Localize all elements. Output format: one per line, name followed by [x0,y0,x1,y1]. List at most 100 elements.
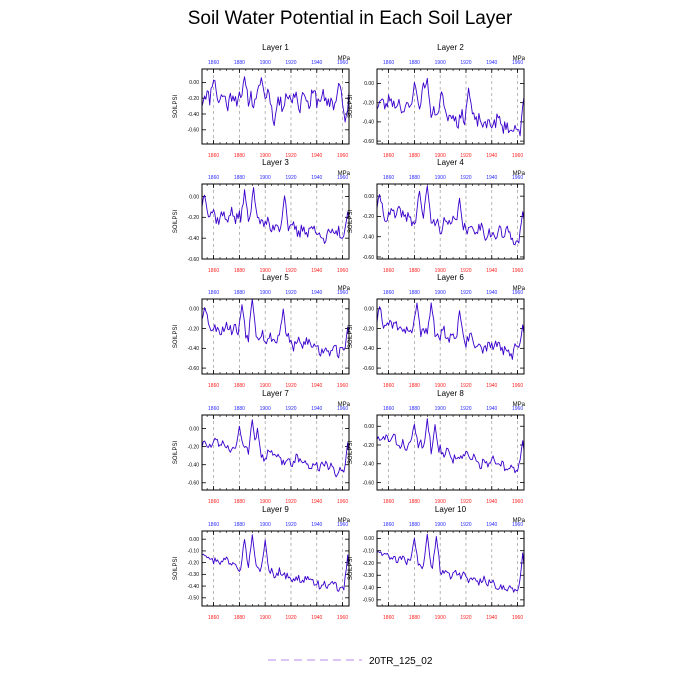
y-tick-label: 0.00 [364,194,374,200]
y-tick-label: 0.00 [189,80,199,86]
y-tick-label: -0.40 [363,585,375,591]
y-tick-label: -0.20 [188,560,200,566]
y-tick-label: -0.40 [363,346,375,352]
x-tick-label-bottom: 1860 [208,383,219,389]
x-tick-label-bottom: 1940 [311,615,322,621]
y-tick-label: -0.50 [188,596,200,602]
x-tick-label-top: 1860 [208,406,219,412]
y-axis-label: SOILPSI [348,209,354,233]
x-tick-label-bottom: 1920 [285,615,296,621]
x-tick-label-bottom: 1880 [234,153,245,159]
plot-frame [376,530,525,607]
y-tick-label: 0.00 [189,426,199,432]
x-tick-label-bottom: 1920 [285,268,296,274]
units-label: MPa [338,286,351,292]
y-axis-label: SOILPSI [348,94,354,118]
x-tick-label-bottom: 1900 [260,153,271,159]
series-line [376,302,525,360]
y-axis-label: SOILPSI [348,324,354,348]
x-tick-label-bottom: 1920 [460,499,471,505]
x-tick-label-top: 1920 [460,290,471,296]
panel-title: Layer 1 [262,43,289,52]
x-tick-label-top: 1860 [208,522,219,528]
x-tick-label-bottom: 1960 [337,499,348,505]
x-tick-label-bottom: 1960 [337,153,348,159]
y-tick-label: -0.30 [188,572,200,578]
plot-frame [376,298,525,375]
units-label: MPa [338,518,351,524]
x-tick-label-bottom: 1920 [460,615,471,621]
panel-7: Layer 7 MPa 1860 1860 1880 1880 1900 1900 1920 19… [173,389,351,505]
units-label: MPa [513,402,526,408]
x-tick-label-top: 1940 [311,60,322,66]
plot-frame [376,68,525,145]
x-tick-label-top: 1900 [260,522,271,528]
plot-frame [201,68,350,145]
panel-9: Layer 9 MPa 1860 1860 1880 1880 1900 1900 1920 19… [173,505,351,621]
y-tick-label: 0.00 [189,307,199,313]
y-tick-label: -0.60 [363,480,375,486]
x-tick-label-top: 1880 [234,175,245,181]
x-tick-label-top: 1880 [234,60,245,66]
y-tick-label: -0.40 [363,462,375,468]
x-tick-label-top: 1900 [260,175,271,181]
x-tick-label-bottom: 1960 [512,499,523,505]
x-tick-label-top: 1900 [435,290,446,296]
x-tick-label-bottom: 1920 [460,383,471,389]
x-tick-label-bottom: 1940 [311,499,322,505]
y-axis-label: SOILPSI [173,209,179,233]
x-tick-label-bottom: 1920 [460,268,471,274]
x-tick-label-top: 1960 [512,290,523,296]
x-tick-label-top: 1920 [460,522,471,528]
x-tick-label-top: 1860 [383,406,394,412]
units-label: MPa [513,518,526,524]
x-tick-label-top: 1920 [285,406,296,412]
x-tick-label-top: 1880 [409,175,420,181]
x-tick-label-bottom: 1900 [260,499,271,505]
x-tick-label-top: 1900 [435,175,446,181]
panel-3: Layer 3 MPa 1860 1860 1880 1880 1900 1900 1920 19… [173,158,351,274]
series-line [201,419,350,478]
x-tick-label-top: 1940 [311,175,322,181]
y-tick-label: 0.00 [189,537,199,543]
y-tick-label: -0.40 [363,120,375,126]
x-tick-label-top: 1860 [208,175,219,181]
series-line [201,187,350,244]
series-line [376,185,525,246]
x-tick-label-top: 1920 [285,175,296,181]
x-tick-label-top: 1920 [285,522,296,528]
x-tick-label-bottom: 1900 [260,383,271,389]
x-tick-label-bottom: 1920 [460,153,471,159]
units-label: MPa [338,171,351,177]
y-tick-label: -0.40 [188,462,200,468]
x-tick-label-bottom: 1940 [486,383,497,389]
x-tick-label-top: 1960 [337,290,348,296]
x-tick-label-top: 1940 [486,175,497,181]
units-label: MPa [513,56,526,62]
panel-title: Layer 3 [262,158,289,167]
x-tick-label-top: 1860 [383,522,394,528]
x-tick-label-top: 1900 [260,60,271,66]
x-tick-label-bottom: 1900 [435,499,446,505]
x-tick-label-bottom: 1900 [435,383,446,389]
y-tick-label: -0.40 [363,235,375,241]
x-tick-label-bottom: 1940 [311,268,322,274]
x-tick-label-top: 1960 [512,175,523,181]
x-tick-label-bottom: 1960 [337,268,348,274]
x-tick-label-bottom: 1880 [409,615,420,621]
x-tick-label-top: 1880 [409,522,420,528]
x-tick-label-bottom: 1880 [234,615,245,621]
x-tick-label-top: 1880 [409,290,420,296]
x-tick-label-top: 1960 [512,406,523,412]
panel-1: Layer 1 MPa 1860 1860 1880 1880 1900 1900 1920 19… [173,43,351,159]
legend: 20TR_125_02 [268,656,433,667]
x-tick-label-bottom: 1860 [383,268,394,274]
panel-title: Layer 7 [262,389,289,398]
y-tick-label: -0.40 [188,584,200,590]
y-tick-label: -0.50 [363,598,375,604]
x-tick-label-top: 1860 [383,60,394,66]
panel-title: Layer 4 [437,158,464,167]
x-tick-label-bottom: 1860 [383,153,394,159]
x-tick-label-top: 1940 [486,290,497,296]
